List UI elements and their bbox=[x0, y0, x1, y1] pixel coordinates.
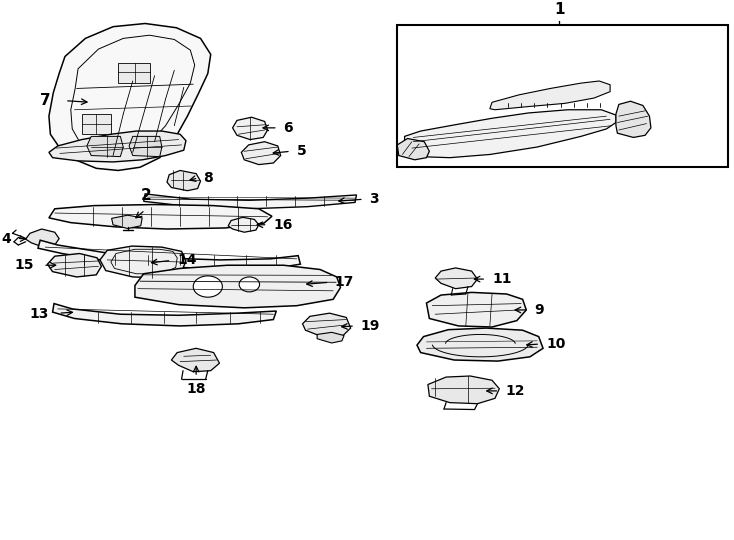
Polygon shape bbox=[490, 81, 610, 110]
Polygon shape bbox=[616, 101, 651, 138]
Text: 5: 5 bbox=[297, 144, 307, 158]
Polygon shape bbox=[112, 215, 142, 228]
Polygon shape bbox=[228, 217, 259, 232]
Polygon shape bbox=[167, 171, 200, 191]
Text: 15: 15 bbox=[15, 258, 34, 272]
Text: 4: 4 bbox=[1, 232, 11, 246]
Polygon shape bbox=[428, 376, 499, 404]
Text: 6: 6 bbox=[283, 121, 293, 135]
Polygon shape bbox=[144, 194, 357, 209]
Polygon shape bbox=[129, 137, 162, 157]
Text: 12: 12 bbox=[505, 384, 525, 398]
Polygon shape bbox=[317, 332, 344, 343]
Text: 17: 17 bbox=[335, 275, 354, 289]
Polygon shape bbox=[87, 137, 123, 157]
Polygon shape bbox=[81, 114, 111, 134]
Text: 16: 16 bbox=[273, 218, 293, 232]
Polygon shape bbox=[100, 246, 186, 278]
Polygon shape bbox=[302, 313, 351, 338]
Polygon shape bbox=[49, 131, 186, 162]
Text: 7: 7 bbox=[40, 93, 51, 107]
Polygon shape bbox=[53, 303, 276, 326]
Polygon shape bbox=[404, 110, 616, 158]
Polygon shape bbox=[26, 229, 59, 247]
Polygon shape bbox=[118, 63, 150, 83]
Polygon shape bbox=[426, 292, 526, 327]
Bar bbox=[396, 24, 728, 167]
Circle shape bbox=[193, 276, 222, 297]
Polygon shape bbox=[397, 138, 429, 160]
Polygon shape bbox=[241, 141, 280, 165]
Text: 13: 13 bbox=[29, 307, 49, 321]
Polygon shape bbox=[171, 348, 219, 372]
Text: 11: 11 bbox=[492, 272, 512, 286]
Polygon shape bbox=[435, 268, 477, 289]
Polygon shape bbox=[49, 24, 211, 171]
Polygon shape bbox=[49, 205, 272, 229]
Polygon shape bbox=[417, 328, 543, 361]
Text: 9: 9 bbox=[534, 303, 544, 317]
Text: 19: 19 bbox=[361, 319, 380, 333]
Text: 3: 3 bbox=[370, 192, 379, 206]
Polygon shape bbox=[135, 265, 341, 308]
Text: 10: 10 bbox=[546, 337, 565, 351]
Text: 8: 8 bbox=[203, 171, 213, 185]
Text: 14: 14 bbox=[177, 253, 197, 267]
Polygon shape bbox=[38, 240, 300, 269]
Text: 2: 2 bbox=[141, 188, 152, 204]
Text: 18: 18 bbox=[186, 382, 206, 396]
Polygon shape bbox=[48, 253, 101, 277]
Text: 1: 1 bbox=[554, 2, 564, 17]
Polygon shape bbox=[233, 117, 268, 139]
Circle shape bbox=[239, 277, 260, 292]
